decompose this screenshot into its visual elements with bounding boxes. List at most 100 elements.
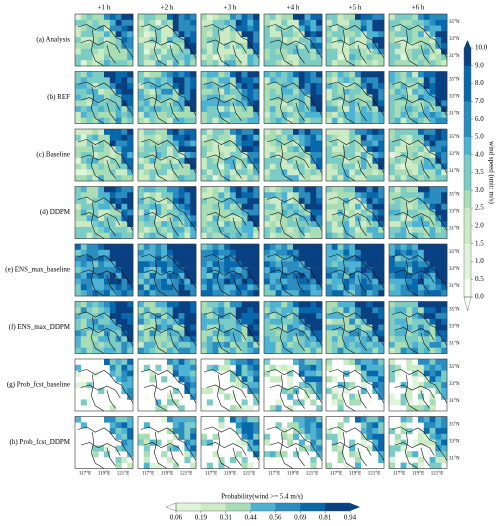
province-border [80,212,121,226]
map-cell [412,146,419,153]
map-cell [155,14,162,21]
map-cell [331,255,338,262]
map-cell [201,37,208,44]
map-cell [184,307,191,314]
map-cell [406,169,413,176]
map-cell [316,370,323,377]
map-cell [378,77,385,84]
wind-colorbar-segment [464,48,471,67]
map-cell [372,364,379,371]
map-cell [149,330,156,337]
map-cell [149,221,156,228]
map-cell [138,48,145,55]
map-cell [304,198,311,205]
map-cell [394,198,401,205]
map-cell [109,157,116,164]
map-panel [263,416,323,469]
map-cell [366,347,373,354]
map-cell [218,186,225,193]
map-cell [429,100,436,107]
map-cell [355,146,362,153]
map-cell [115,249,122,256]
map-cell [360,226,367,233]
lat-label: 35°N [449,135,460,140]
map-cell [172,387,179,394]
map-cell [104,416,111,423]
map-cell [423,428,430,435]
map-cell [269,169,276,176]
map-cell [326,94,333,101]
map-cell [253,25,260,32]
map-cell [161,341,168,348]
map-cell [281,152,288,159]
map-cell [441,387,448,394]
map-cell [269,203,276,210]
province-border [106,45,116,64]
map-cell [98,261,105,268]
map-cell [269,330,276,337]
map-cell [293,25,300,32]
map-cell [161,347,168,354]
prob-colorbar-segment [325,503,351,511]
province-border [216,317,231,354]
map-cell [281,77,288,84]
map-cell [349,83,356,90]
map-cell [304,71,311,78]
map-cell [441,422,448,429]
map-cell [115,336,122,343]
map-cell [435,54,442,61]
map-cell [326,318,333,325]
lat-label: 31°N [449,342,460,347]
map-cell [115,290,122,297]
map-cell [104,278,111,285]
map-cell [80,83,87,90]
map-cell [109,37,116,44]
map-cell [389,399,396,406]
map-cell [149,42,156,49]
map-cell [247,376,254,383]
map-cell [178,157,185,164]
map-cell [155,37,162,44]
map-cell [435,209,442,216]
map-cell [394,278,401,285]
map-cell [343,249,350,256]
map-cell [400,284,407,291]
map-cell [310,462,317,469]
map-cell [218,272,225,279]
map-cell [75,307,82,314]
map-cell [287,284,294,291]
map-cell [190,221,197,228]
map-cell [389,203,396,210]
map-frame [263,71,323,124]
map-cell [235,186,242,193]
map-cell [331,244,338,251]
map-cell [418,307,425,314]
wind-colorbar-segment [464,225,471,244]
map-cell [264,117,271,124]
map-cell [429,301,436,308]
map-cell [155,272,162,279]
map-cell [389,226,396,233]
map-cell [121,307,128,314]
map-cell [80,272,87,279]
map-cell [201,278,208,285]
map-panel [388,243,448,297]
map-cell [423,198,430,205]
wind-colorbar-tick-label: 4.0 [475,150,484,158]
map-frame [263,301,323,354]
map-cell [372,278,379,285]
map-cell [143,456,150,463]
map-cell [104,134,111,141]
map-cell [337,451,344,458]
map-cell [429,169,436,176]
map-cell [337,163,344,170]
map-cell [293,94,300,101]
map-cell [86,215,93,222]
map-cell [275,163,282,170]
map-cell [355,111,362,118]
map-cell [331,134,338,141]
map-cell [287,382,294,389]
map-cell [127,376,134,383]
map-cell [247,428,254,435]
map-cell [343,215,350,222]
